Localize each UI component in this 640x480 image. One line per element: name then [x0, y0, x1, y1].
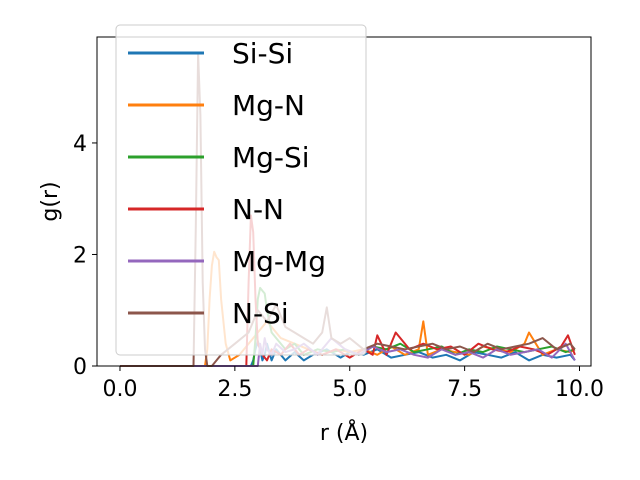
legend-entry: Mg-N [232, 89, 305, 122]
y-tick-label: 4 [73, 132, 87, 157]
legend-entry: Mg-Mg [232, 245, 326, 278]
x-tick-label: 0.0 [102, 377, 137, 402]
y-tick-label: 0 [73, 355, 87, 380]
y-tick-label: 2 [73, 243, 87, 268]
x-axis-ticks: 0.0 2.5 5.0 7.5 10.0 [102, 366, 604, 402]
legend-entry: N-N [232, 193, 284, 226]
y-axis-label: g(r) [38, 181, 63, 221]
x-tick-label: 5.0 [332, 377, 367, 402]
x-tick-label: 2.5 [217, 377, 252, 402]
x-tick-label: 7.5 [447, 377, 482, 402]
legend-entry: Mg-Si [232, 141, 310, 174]
y-axis-ticks: 0 2 4 [73, 132, 97, 380]
legend-box [115, 24, 367, 356]
legend-entry: N-Si [232, 297, 289, 330]
x-tick-label: 10.0 [555, 377, 604, 402]
legend-entry: Si-Si [232, 37, 293, 70]
x-axis-label: r (Å) [320, 419, 368, 446]
legend: Si-Si Mg-N Mg-Si N-N Mg-Mg N-Si [115, 24, 367, 356]
